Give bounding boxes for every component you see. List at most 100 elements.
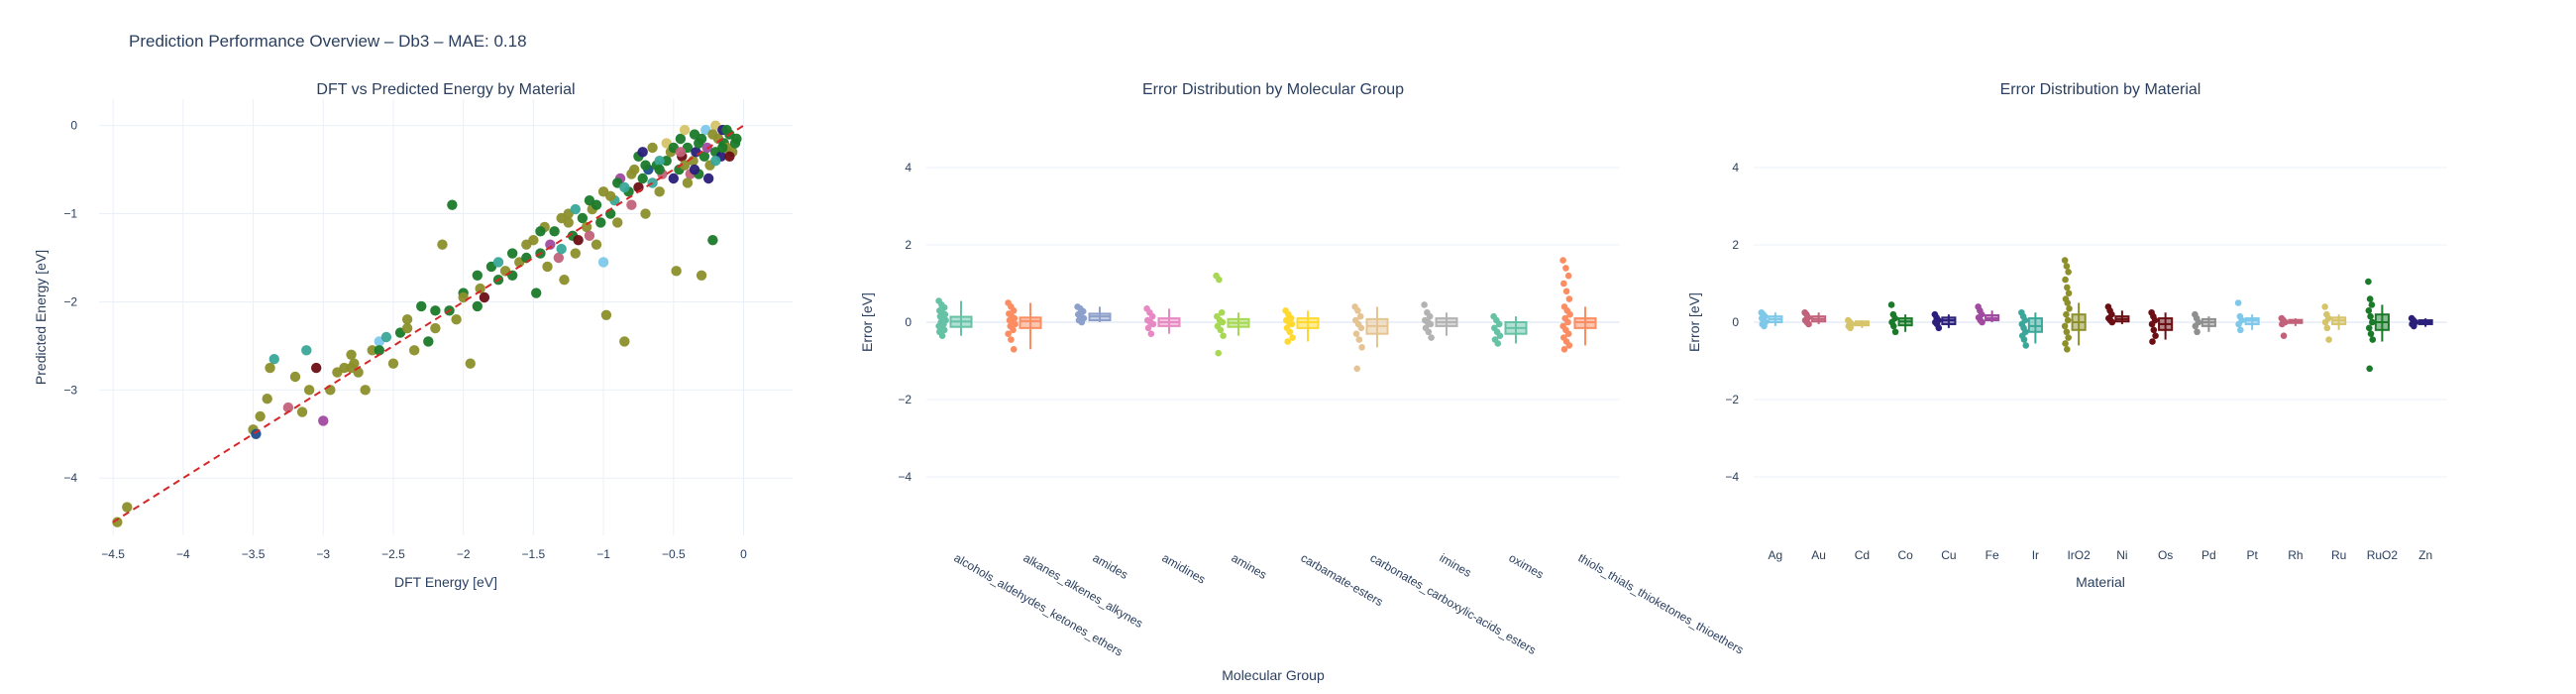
box-alkanes_alkenes_alkynes [1005,299,1042,353]
scatter-point [597,257,609,268]
scatter-point [465,358,476,369]
group-box-title: Error Distribution by Molecular Group [1142,81,1404,98]
box-point [2020,336,2028,343]
box-point [1217,326,1225,334]
box-point [1890,322,1897,330]
box-point [2411,322,2417,330]
box-point [2061,322,2069,330]
y-axis-label: Error [eV] [859,292,875,352]
y-tick-label: 0 [1732,315,1739,329]
x-axis-label: Molecular Group [1222,667,1325,683]
box-point [1427,320,1435,328]
box-point [1805,320,1812,328]
scatter-point [640,208,651,219]
scatter-point [702,173,714,184]
scatter-point [619,336,630,347]
box-point [938,332,946,339]
x-tick-label: RuO2 [2367,548,2399,562]
scatter-point [451,314,462,325]
box-point [2323,324,2331,332]
box-Ru [2321,303,2347,343]
box-point [2065,269,2072,276]
scatter-title: DFT vs Predicted Energy by Material [316,81,575,98]
y-tick-label: −4 [63,471,77,485]
box-point [2194,328,2200,336]
box-imines [1421,301,1458,341]
box-point [2108,318,2116,326]
y-tick-label: −2 [898,393,912,406]
x-tick-label: amines [1230,550,1270,581]
scatter-point [296,406,308,417]
x-tick-label: −4 [176,547,190,561]
box-point [1887,301,1895,308]
scatter-point [112,517,123,527]
x-tick-label: amides [1091,550,1131,581]
y-tick-label: 4 [905,161,912,174]
box-iqr [1019,316,1042,329]
x-tick-label: Fe [1986,548,1999,562]
scatter-point [647,142,658,154]
figure-title: Prediction Performance Overview – Db3 – … [129,32,527,51]
scatter-point [590,239,602,250]
box-point [1220,332,1227,339]
scatter-point [531,288,542,298]
box-point [1562,265,1569,272]
box-point [1218,308,1226,316]
scatter-point [553,252,565,264]
x-tick-label: Cu [1941,548,1956,562]
scatter-point [637,173,648,184]
box-point [2148,320,2156,328]
scatter-point [447,199,458,210]
scatter-point [506,270,518,281]
scatter-point [492,257,504,268]
scatter-point [717,142,728,154]
box-point [2369,318,2376,326]
scatter-point [303,385,315,396]
y-tick-label: 2 [905,238,912,252]
box-point [1935,324,1943,332]
scatter-point [724,151,735,162]
reference-line [112,124,745,523]
box-point [940,303,948,311]
box-RuO2 [2365,278,2390,373]
scatter-point [535,226,546,237]
x-tick-label: −2.5 [381,547,405,561]
scatter-point [584,230,595,241]
scatter-point [682,177,694,188]
x-tick-label: amidines [1160,550,1209,586]
box-point [1847,324,1854,332]
box-point [1496,332,1504,339]
box-point [1010,326,1017,334]
scatter-point [430,305,441,316]
box-Ni [2104,303,2130,326]
x-tick-label: −1 [596,547,610,561]
box-point [1149,320,1157,328]
box-Au [1801,308,1827,328]
box-Cd [1845,316,1870,332]
box-Co [1887,301,1913,336]
scatter-point [675,133,687,145]
scatter-point [671,266,682,277]
scatter-point [563,217,574,228]
x-tick-label: −1.5 [522,547,546,561]
box-point [2150,326,2158,334]
box-point [1289,334,1296,341]
scatter-point [360,385,371,396]
box-point [1562,288,1570,295]
box-point [2065,289,2073,297]
scatter-point [380,331,392,343]
box-Os [2148,308,2174,345]
box-point [1428,334,1435,341]
scatter-point [346,349,357,360]
y-tick-label: −2 [1725,393,1739,406]
box-point [1215,349,1222,357]
scatter-point [401,314,413,325]
x-tick-label: Au [1811,548,1826,562]
box-point [2369,336,2377,343]
group-box-panel: 4 2 0 −2 −4 Error Distribution by Molecular G… [859,81,1746,683]
scatter-point [506,248,518,259]
scatter-point [556,243,567,255]
y-tick-label: 0 [70,119,77,133]
scatter-point [346,362,357,374]
box-Pd [2192,310,2216,336]
